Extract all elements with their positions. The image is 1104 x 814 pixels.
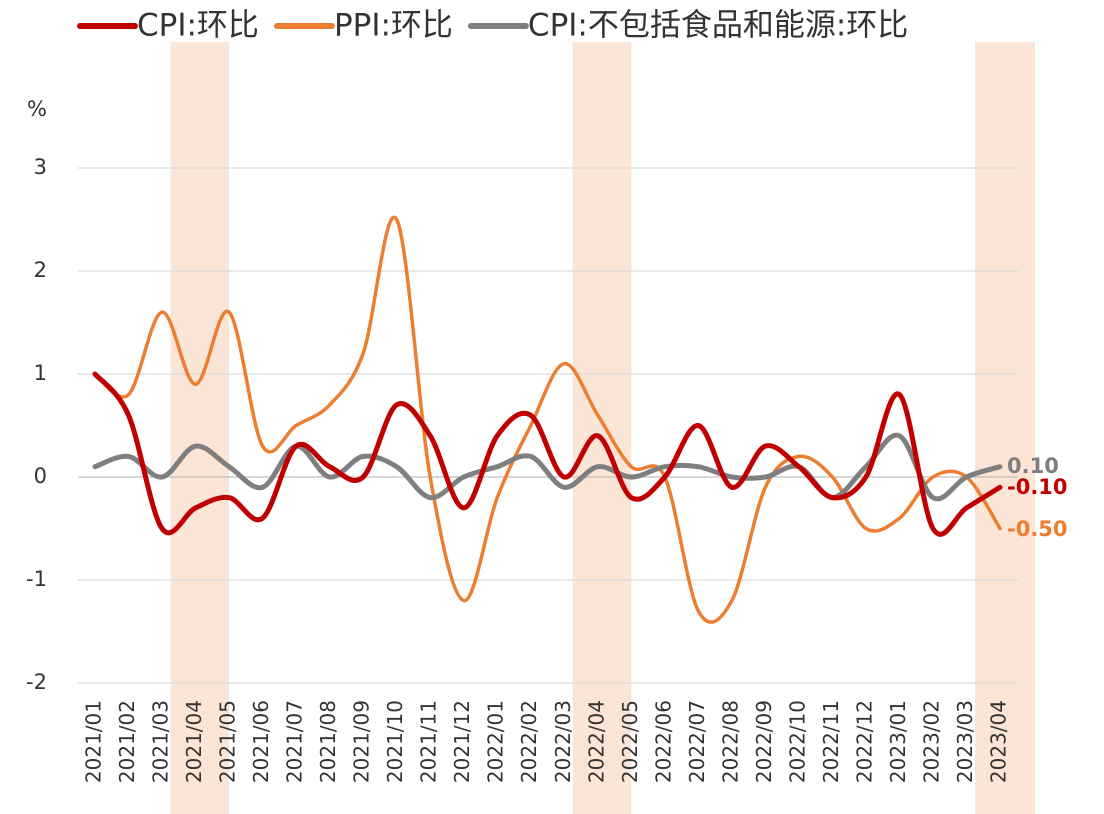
- end-label: -0.50: [1007, 517, 1068, 541]
- legend-label: CPI:不包括食品和能源:环比: [528, 8, 908, 44]
- y-tick-label: 2: [34, 258, 47, 282]
- highlight-band: [170, 42, 230, 814]
- y-tick-label: 1: [34, 361, 47, 385]
- x-tick-label: 2023/01: [886, 700, 910, 783]
- end-label: -0.10: [1007, 475, 1068, 499]
- x-tick-label: 2022/06: [651, 700, 675, 783]
- series-line: [93, 215, 1002, 624]
- x-tick-label: 2021/08: [316, 700, 340, 783]
- x-tick-label: 2022/10: [785, 700, 809, 783]
- x-tick-label: 2023/04: [987, 700, 1011, 783]
- highlight-band: [975, 42, 1035, 814]
- y-tick-label: 0: [34, 464, 47, 488]
- y-tick-label: 3: [34, 155, 47, 179]
- x-tick-label: 2023/03: [953, 700, 977, 783]
- y-tick-label: -1: [26, 567, 47, 591]
- x-tick-label: 2021/12: [450, 700, 474, 783]
- x-tick-label: 2021/09: [350, 700, 374, 783]
- x-tick-label: 2022/04: [584, 700, 608, 783]
- x-tick-label: 2021/05: [216, 700, 240, 783]
- x-tick-label: 2022/01: [484, 700, 508, 783]
- x-tick-label: 2022/12: [852, 700, 876, 783]
- legend-label: CPI:环比: [137, 8, 259, 44]
- end-label: 0.10: [1007, 454, 1059, 478]
- series-line: [92, 371, 1003, 537]
- y-axis-label: %: [27, 97, 47, 121]
- series-line: [92, 432, 1003, 502]
- x-tick-label: 2022/02: [517, 700, 541, 783]
- x-tick-label: 2023/02: [919, 700, 943, 783]
- x-tick-label: 2021/11: [417, 700, 441, 783]
- legend-label: PPI:环比: [334, 8, 453, 44]
- x-tick-label: 2021/10: [383, 700, 407, 783]
- x-tick-label: 2021/07: [283, 700, 307, 783]
- x-tick-label: 2022/08: [718, 700, 742, 783]
- x-tick-label: 2022/11: [819, 700, 843, 783]
- x-tick-label: 2021/06: [249, 700, 273, 783]
- x-tick-label: 2022/03: [551, 700, 575, 783]
- x-tick-label: 2021/04: [182, 700, 206, 783]
- x-tick-label: 2022/05: [618, 700, 642, 783]
- x-tick-label: 2021/02: [115, 700, 139, 783]
- x-tick-label: 2022/09: [752, 700, 776, 783]
- y-tick-label: -2: [26, 670, 47, 694]
- x-tick-label: 2022/07: [685, 700, 709, 783]
- x-tick-label: 2021/03: [149, 700, 173, 783]
- highlight-band: [572, 42, 632, 814]
- x-tick-label: 2021/01: [82, 700, 106, 783]
